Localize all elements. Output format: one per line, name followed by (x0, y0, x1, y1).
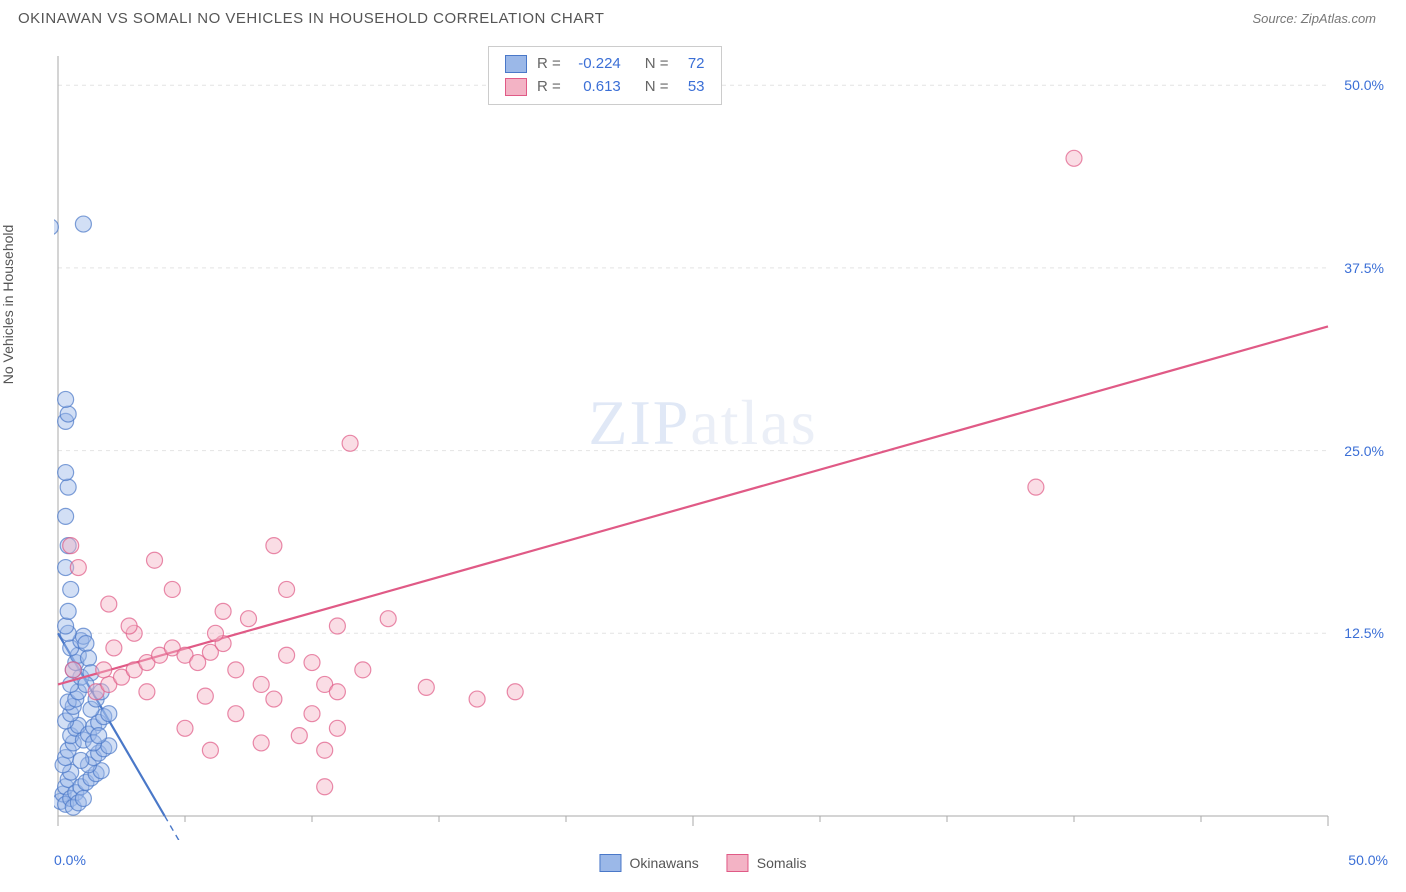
series-legend: Okinawans Somalis (599, 854, 806, 872)
legend-swatch (599, 854, 621, 872)
y-tick-label: 25.0% (1344, 443, 1384, 459)
series-name: Somalis (757, 855, 807, 871)
chart-area: No Vehicles in Household ZIPatlas R =-0.… (18, 40, 1388, 872)
legend-swatch (505, 55, 527, 73)
y-tick-label: 37.5% (1344, 260, 1384, 276)
chart-title: OKINAWAN VS SOMALI NO VEHICLES IN HOUSEH… (18, 10, 604, 27)
y-tick-label: 12.5% (1344, 625, 1384, 641)
legend-n-label: N = (645, 76, 669, 99)
y-axis-label: No Vehicles in Household (0, 225, 16, 385)
legend-r-label: R = (537, 76, 561, 99)
legend-n-value: 72 (679, 53, 705, 76)
series-legend-item: Somalis (727, 854, 807, 872)
stats-legend: R = -0.224 N = 72 R = 0.613 N = 53 (488, 46, 722, 105)
stats-legend-row: R = 0.613 N = 53 (505, 76, 705, 99)
y-tick-label: 50.0% (1344, 77, 1384, 93)
legend-r-label: R = (537, 53, 561, 76)
chart-source: Source: ZipAtlas.com (1252, 11, 1376, 26)
legend-n-value: 53 (679, 76, 705, 99)
legend-n-label: N = (645, 53, 669, 76)
x-axis-min-label: 0.0% (54, 852, 86, 868)
stats-legend-row: R = -0.224 N = 72 (505, 53, 705, 76)
scatter-chart (54, 40, 1388, 840)
series-name: Okinawans (629, 855, 698, 871)
legend-r-value: 0.613 (571, 76, 621, 99)
legend-r-value: -0.224 (571, 53, 621, 76)
x-axis-max-label: 50.0% (1348, 852, 1388, 868)
legend-swatch (727, 854, 749, 872)
series-legend-item: Okinawans (599, 854, 698, 872)
chart-header: OKINAWAN VS SOMALI NO VEHICLES IN HOUSEH… (0, 0, 1406, 33)
legend-swatch (505, 78, 527, 96)
